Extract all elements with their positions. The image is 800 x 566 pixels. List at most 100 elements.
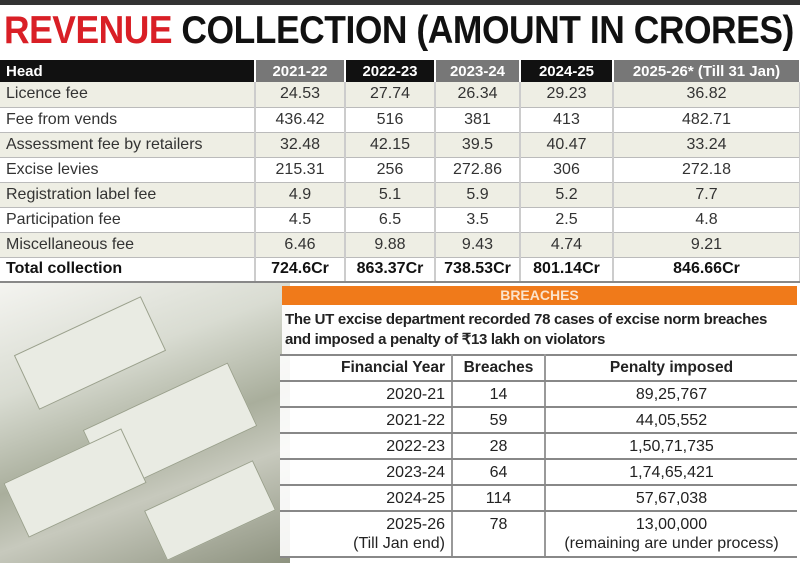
cell-text: 2023-24 <box>386 464 445 481</box>
cell-value: 4.5 <box>255 207 346 233</box>
cell-value: 272.18 <box>613 157 800 183</box>
row-label: 2021-22 <box>280 407 453 434</box>
cell-value: 3.5 <box>435 207 521 233</box>
column-header: Head <box>0 60 256 82</box>
column-header: 2024-25 <box>520 60 614 82</box>
cell-value: 27.74 <box>345 82 436 108</box>
cell-text: 64 <box>489 464 508 481</box>
cell-value: 482.71 <box>613 107 800 133</box>
cell-value: 215.31 <box>255 157 346 183</box>
column-header: Penalty imposed <box>545 354 797 382</box>
cell-value: 5.9 <box>435 182 521 208</box>
cell-value: 4.9 <box>255 182 346 208</box>
table-row: Fee from vends 436.42 516 381 413 482.71 <box>0 107 800 133</box>
cell-value: 14 <box>452 381 546 408</box>
cell-text: 28 <box>489 438 508 455</box>
cell-value: 7.7 <box>613 182 800 208</box>
table-row: Licence fee 24.53 27.74 26.34 29.23 36.82 <box>0 82 800 108</box>
cell-value: 24.53 <box>255 82 346 108</box>
cell-value: 42.15 <box>345 132 436 158</box>
cell-value: 801.14Cr <box>520 257 614 283</box>
breaches-intro: The UT excise department recorded 78 cas… <box>282 305 797 354</box>
cell-value: 5.1 <box>345 182 436 208</box>
cell-note: (remaining are under process) <box>564 535 779 552</box>
column-header: 2021-22 <box>255 60 346 82</box>
cell-text: 2021-22 <box>386 412 445 429</box>
cell-value: 413 <box>520 107 614 133</box>
top-rule <box>0 0 800 5</box>
cell-value: 5.2 <box>520 182 614 208</box>
cell-value: 381 <box>435 107 521 133</box>
cell-value: 1,74,65,421 <box>545 459 797 486</box>
cell-value: 256 <box>345 157 436 183</box>
row-label: Fee from vends <box>0 107 256 133</box>
cell-value: 1,50,71,735 <box>545 433 797 460</box>
row-label: Assessment fee by retailers <box>0 132 256 158</box>
table-row: 2022-23 28 1,50,71,735 <box>280 433 797 460</box>
cell-text: 114 <box>485 490 512 507</box>
cell-value: 32.48 <box>255 132 346 158</box>
cell-value: 6.5 <box>345 207 436 233</box>
row-label: Participation fee <box>0 207 256 233</box>
cell-value: 29.23 <box>520 82 614 108</box>
cell-text: 2024-25 <box>386 490 445 507</box>
row-label: 2022-23 <box>280 433 453 460</box>
currency-notes-photo <box>0 283 290 563</box>
cell-value: 863.37Cr <box>345 257 436 283</box>
column-header: 2022-23 <box>345 60 436 82</box>
cell-value: 33.24 <box>613 132 800 158</box>
table-row: Excise levies 215.31 256 272.86 306 272.18 <box>0 157 800 183</box>
column-header: 2023-24 <box>435 60 521 82</box>
cell-text: 59 <box>489 412 508 429</box>
cell-value: 59 <box>452 407 546 434</box>
cell-value: 40.47 <box>520 132 614 158</box>
cell-value: 78 <box>452 511 546 558</box>
cell-value: 9.21 <box>613 232 800 258</box>
cell-text: 57,67,038 <box>635 490 708 507</box>
row-label: Licence fee <box>0 82 256 108</box>
breaches-header-row: Financial Year Breaches Penalty imposed <box>280 354 797 382</box>
revenue-header-row: Head 2021-22 2022-23 2023-24 2024-25 2025-26*… <box>0 60 800 82</box>
row-label: Total collection <box>0 257 256 283</box>
cell-text: 13,00,000 <box>635 516 708 533</box>
cell-text: 2022-23 <box>386 438 445 455</box>
column-header: Breaches <box>452 354 546 382</box>
cell-value: 846.66Cr <box>613 257 800 283</box>
cell-text: 2020-21 <box>386 386 445 403</box>
cell-value: 39.5 <box>435 132 521 158</box>
cell-note: (Till Jan end) <box>353 535 445 552</box>
cell-value: 738.53Cr <box>435 257 521 283</box>
total-row: Total collection 724.6Cr 863.37Cr 738.53Cr 8… <box>0 257 800 283</box>
cell-value: 26.34 <box>435 82 521 108</box>
cell-text: 44,05,552 <box>635 412 708 429</box>
cell-value: 114 <box>452 485 546 512</box>
cell-value: 306 <box>520 157 614 183</box>
cell-text: 1,74,65,421 <box>629 464 714 481</box>
cell-value: 724.6Cr <box>255 257 346 283</box>
row-label: Excise levies <box>0 157 256 183</box>
cell-value: 516 <box>345 107 436 133</box>
row-label: Miscellaneous fee <box>0 232 256 258</box>
cell-text: 2025-26 <box>386 516 445 533</box>
title-highlight: REVENUE <box>4 9 173 52</box>
cell-text: 89,25,767 <box>635 386 708 403</box>
cell-value: 44,05,552 <box>545 407 797 434</box>
row-label: Registration label fee <box>0 182 256 208</box>
column-header: 2025-26* (Till 31 Jan) <box>613 60 800 82</box>
table-row: 2020-21 14 89,25,767 <box>280 381 797 408</box>
cell-value: 436.42 <box>255 107 346 133</box>
cell-value: 13,00,000 (remaining are under process) <box>545 511 797 558</box>
cell-value: 6.46 <box>255 232 346 258</box>
cell-value: 2.5 <box>520 207 614 233</box>
cell-value: 64 <box>452 459 546 486</box>
row-label: 2025-26 (Till Jan end) <box>280 511 453 558</box>
cell-value: 9.43 <box>435 232 521 258</box>
table-row: 2021-22 59 44,05,552 <box>280 407 797 434</box>
cell-value: 89,25,767 <box>545 381 797 408</box>
table-row: Participation fee 4.5 6.5 3.5 2.5 4.8 <box>0 207 800 233</box>
cell-text: 78 <box>489 516 508 533</box>
cell-value: 36.82 <box>613 82 800 108</box>
cell-text: 14 <box>489 386 508 403</box>
cell-value: 28 <box>452 433 546 460</box>
column-header: Financial Year <box>280 354 453 382</box>
